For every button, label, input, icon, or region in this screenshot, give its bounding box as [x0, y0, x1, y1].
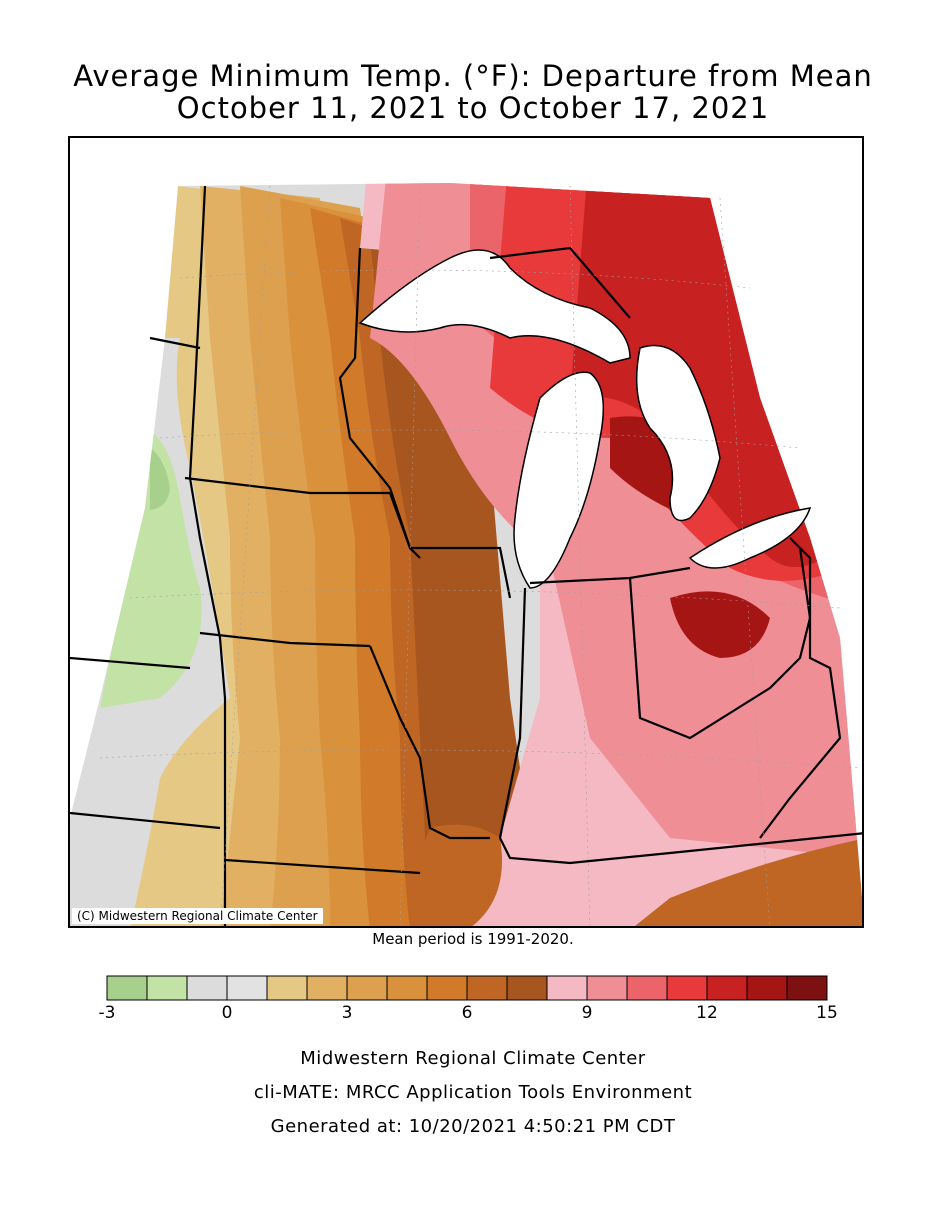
legend-tick-label: 12: [696, 1003, 718, 1023]
state-line-oh-pa-wv: [759, 537, 842, 839]
graticule: [99, 185, 861, 926]
state-line-mo: [368, 645, 490, 840]
legend-tick-label: 0: [221, 1003, 233, 1023]
legend-swatch: [346, 975, 388, 1001]
lake-huron: [635, 344, 721, 522]
legend-swatch: [306, 975, 348, 1001]
legend-swatch: [626, 975, 668, 1001]
footer-generated-time: Generated at: 10/20/2021 4:50:21 PM CDT: [270, 1116, 676, 1137]
state-line-nd-sd: [149, 336, 201, 350]
state-line-ks-west: [70, 656, 191, 670]
state-line-ia: [388, 492, 512, 599]
lake-superior: [358, 249, 631, 364]
legend-tick-label: -3: [98, 1003, 116, 1023]
legend-swatch: [666, 975, 708, 1001]
mean-period-note: Mean period is 1991-2020.: [372, 930, 574, 948]
green-core: [150, 448, 170, 510]
footer-organization: Midwestern Regional Climate Center: [300, 1048, 646, 1069]
state-line-dakotas-mn: [188, 185, 227, 926]
legend-swatch: [706, 975, 748, 1001]
map-title-line-1: Average Minimum Temp. (°F): Departure fr…: [73, 59, 873, 93]
legend-swatch: [586, 975, 628, 1001]
state-line-wi-mi: [489, 246, 631, 319]
great-lakes: [358, 249, 812, 589]
legend-swatch: [746, 975, 788, 1001]
map-canvas: [70, 183, 862, 926]
brown-patch-south: [410, 824, 502, 926]
color-legend: [106, 975, 828, 1001]
state-line-sd-ne: [184, 476, 390, 495]
legend-swatch: [466, 975, 508, 1001]
map-title-line-2: October 11, 2021 to October 17, 2021: [176, 91, 770, 125]
state-boundaries: [70, 185, 862, 926]
lake-michigan: [513, 371, 605, 589]
legend-tick-label: 6: [461, 1003, 473, 1023]
state-line-ky-tn: [499, 832, 862, 865]
footer-tool-name: cli-MATE: MRCC Application Tools Environ…: [253, 1082, 693, 1103]
state-line-ne-ks: [199, 631, 371, 648]
legend-swatch: [266, 975, 308, 1001]
state-line-ks-ok: [224, 858, 421, 875]
state-line-il-in: [498, 587, 527, 839]
lake-erie: [688, 507, 812, 569]
green-patch: [100, 428, 202, 708]
legend-swatch: [186, 975, 228, 1001]
state-line-mi-oh: [629, 566, 691, 580]
legend-tick-label: 15: [816, 1003, 838, 1023]
brown-patch-southeast: [630, 838, 862, 926]
legend-swatch: [106, 975, 148, 1001]
legend-swatch: [146, 975, 188, 1001]
state-line-in-oh: [529, 547, 812, 740]
state-line-ok: [70, 811, 221, 830]
legend-swatch: [786, 975, 828, 1001]
map-frame: (C) Midwestern Regional Climate Center: [68, 136, 864, 928]
legend-swatch: [546, 975, 588, 1001]
legend-tick-label: 3: [341, 1003, 353, 1023]
legend-swatch: [426, 975, 468, 1001]
legend-tick-labels: -3 0 3 6 9 12 15: [0, 1003, 946, 1023]
legend-swatch: [506, 975, 548, 1001]
legend-swatch: [226, 975, 268, 1001]
legend-tick-label: 9: [581, 1003, 593, 1023]
legend-swatch: [386, 975, 428, 1001]
copyright-label: (C) Midwestern Regional Climate Center: [72, 908, 323, 924]
